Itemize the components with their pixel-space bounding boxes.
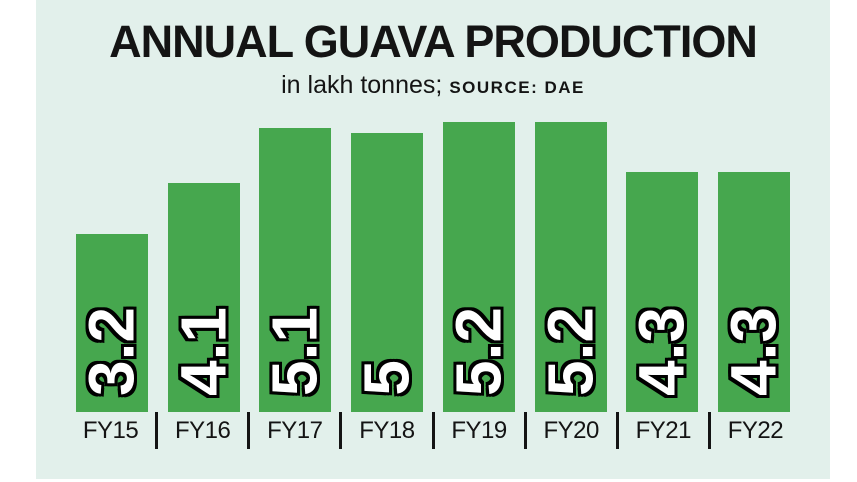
bar-value-label-fy21: 4.3	[625, 307, 698, 396]
x-axis: FY15 FY16 FY17 FY18 FY19 FY20 FY21 FY22	[66, 412, 800, 449]
bar-slot-fy15: 3.2	[66, 122, 158, 412]
axis-cell-fy17: FY17	[247, 412, 339, 449]
bar-value-label-fy18: 5	[350, 360, 423, 396]
chart-subtitle: in lakh tonnes; SOURCE: DAE	[36, 71, 830, 100]
bar-slot-fy19: 5.2	[433, 122, 525, 412]
bar-fy19: 5.2	[442, 122, 515, 412]
bar-value-label-fy20: 5.2	[534, 307, 607, 396]
bar-chart: 3.2 4.1 5.1 5 5.2 5.2 4.3 4.3	[66, 122, 800, 412]
axis-cell-fy19: FY19	[431, 412, 524, 449]
bar-slot-fy21: 4.3	[617, 122, 709, 412]
bar-value-label-fy16: 4.1	[167, 307, 240, 396]
axis-cell-fy22: FY22	[707, 412, 800, 449]
bar-slot-fy17: 5.1	[250, 122, 342, 412]
bar-value-label-fy15: 3.2	[75, 307, 148, 396]
bar-slot-fy18: 5	[341, 122, 433, 412]
bar-fy21: 4.3	[625, 172, 699, 412]
bar-slot-fy16: 4.1	[158, 122, 250, 412]
x-axis-label-fy21: FY21	[635, 416, 692, 444]
bar-slot-fy20: 5.2	[525, 122, 617, 412]
bar-fy22: 4.3	[717, 172, 791, 412]
axis-cell-fy15: FY15	[66, 412, 155, 449]
source-label: SOURCE: DAE	[449, 78, 585, 97]
axis-cell-fy16: FY16	[155, 412, 247, 449]
axis-cell-fy20: FY20	[523, 412, 616, 449]
bar-slot-fy22: 4.3	[708, 122, 800, 412]
chart-title: ANNUAL GUAVA PRODUCTION	[109, 16, 758, 67]
bar-value-label-fy22: 4.3	[717, 307, 790, 396]
x-axis-label-fy20: FY20	[543, 416, 600, 444]
axis-cell-fy18: FY18	[339, 412, 431, 449]
x-axis-label-fy16: FY16	[175, 416, 231, 444]
bar-fy20: 5.2	[534, 122, 607, 412]
x-axis-label-fy15: FY15	[82, 416, 139, 444]
axis-cell-fy21: FY21	[615, 412, 708, 449]
bar-fy17: 5.1	[258, 127, 332, 412]
bar-fy18: 5	[350, 133, 424, 412]
x-axis-label-fy22: FY22	[727, 416, 784, 444]
unit-label: in lakh tonnes;	[281, 71, 443, 99]
x-axis-label-fy19: FY19	[451, 416, 507, 444]
x-axis-label-fy17: FY17	[267, 416, 323, 444]
chart-panel: ANNUAL GUAVA PRODUCTION in lakh tonnes; S…	[36, 0, 830, 479]
bar-fy15: 3.2	[75, 233, 148, 412]
bar-value-label-fy19: 5.2	[442, 307, 515, 396]
bar-value-label-fy17: 5.1	[258, 307, 331, 396]
bar-fy16: 4.1	[167, 183, 240, 412]
x-axis-label-fy18: FY18	[359, 416, 415, 444]
